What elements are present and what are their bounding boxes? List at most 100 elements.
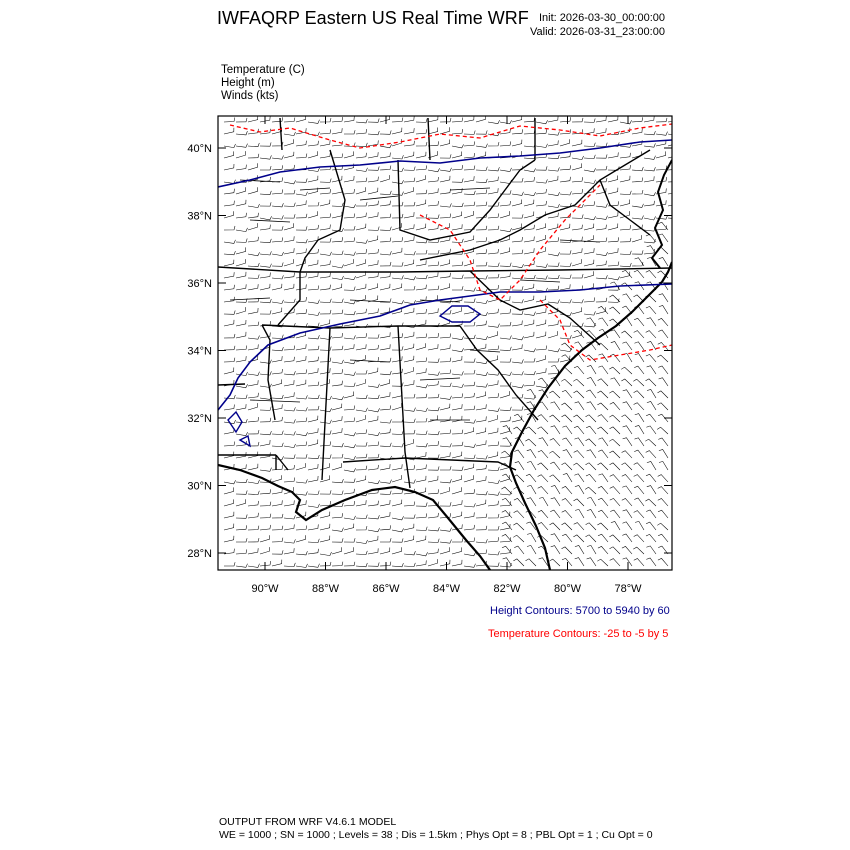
wind-barb [283,214,296,219]
wind-barb [247,321,260,327]
wind-barb [271,117,283,123]
wind-barb [463,287,476,292]
wind-barb [247,344,259,351]
wind-barb [271,215,284,220]
wind-barb [415,464,427,471]
wind-barb [415,249,428,255]
field-temperature: Temperature (C) [221,64,305,76]
wind-barb [439,429,452,435]
wind-barb [415,513,428,519]
wind-barb [247,490,260,495]
wind-barb [439,223,450,231]
wind-barb [271,442,284,447]
county-lines [229,179,601,421]
wind-barb [463,235,475,243]
wind-barb [331,298,344,303]
wind-barb [319,475,330,483]
wind-barb [451,117,464,123]
wind-barb [463,210,474,219]
wind-barb [259,155,272,160]
wind-barb [657,498,669,507]
lat-tick-label: 32°N [187,413,212,425]
wind-barb [259,128,271,135]
wind-barb [547,131,560,136]
wind-barb [487,393,499,399]
wind-barb [610,329,621,339]
wind-barb [247,563,260,568]
wind-barb [427,272,439,279]
wind-barb [331,345,344,351]
wind-barb [223,345,236,351]
wind-barb [511,344,523,351]
wind-barb [631,250,644,255]
coastline-chesapeake [650,159,672,269]
wind-barb [343,488,355,495]
wind-barb [235,563,248,568]
wind-barb [561,510,573,519]
wind-barb [247,417,259,423]
wind-barb [451,355,463,363]
lat-tick-label: 38°N [187,211,212,223]
wind-barb [307,224,319,231]
wind-barb [561,486,573,495]
wind-barb [439,248,451,255]
wind-barb [319,419,332,424]
wind-barb [595,154,608,159]
wind-barb [307,167,320,172]
wind-barb [487,225,500,231]
wind-barb [319,238,332,243]
wind-barb [367,480,380,485]
wind-barb [427,285,440,291]
wind-barb [451,307,462,315]
wind-barb [575,509,585,519]
wind-barb [523,395,536,400]
wind-barb [403,307,415,315]
wind-barb [403,514,416,519]
wind-barb [427,466,440,471]
wind-barb [427,188,439,195]
wind-barb [561,389,573,399]
field-list: Temperature (C) Height (m) Winds (kts) [221,64,305,103]
wind-barb [403,116,415,123]
wind-barb [379,392,391,399]
wind-barb [247,538,260,543]
wind-barb [331,416,343,423]
wind-barb [619,250,632,255]
wind-barb [571,307,582,315]
wind-barb [631,235,642,243]
wind-barb [283,407,296,412]
wind-barb [610,377,621,387]
wind-barb [622,485,633,495]
wind-barb [379,428,391,435]
wind-barb [574,437,585,447]
wind-barb [619,225,631,231]
wind-barb [645,270,657,279]
wind-barb [403,177,416,183]
wind-barb [595,177,608,183]
wind-barb [583,259,595,267]
wind-barb [427,548,439,555]
wind-barb [235,271,247,279]
wind-barb [247,252,260,257]
wind-barb [343,116,355,123]
wind-barb [295,535,306,543]
wind-barb [283,189,296,195]
wind-barb [403,465,415,471]
wind-barb [223,319,235,327]
wind-barb [427,141,439,147]
wind-barb [259,359,272,364]
wind-barb [451,261,464,267]
wind-barb [271,283,283,291]
wind-barb [331,453,344,459]
wind-barb [610,521,621,531]
wind-barb [355,223,367,231]
wind-barb [235,227,248,232]
wind-barb [307,381,320,387]
wind-barb [585,425,597,435]
wind-barb [307,538,320,543]
wind-barb [451,383,464,388]
wind-barb [307,119,320,124]
wind-barb [283,164,295,171]
wind-barb [259,116,271,123]
wind-barb [583,142,596,147]
